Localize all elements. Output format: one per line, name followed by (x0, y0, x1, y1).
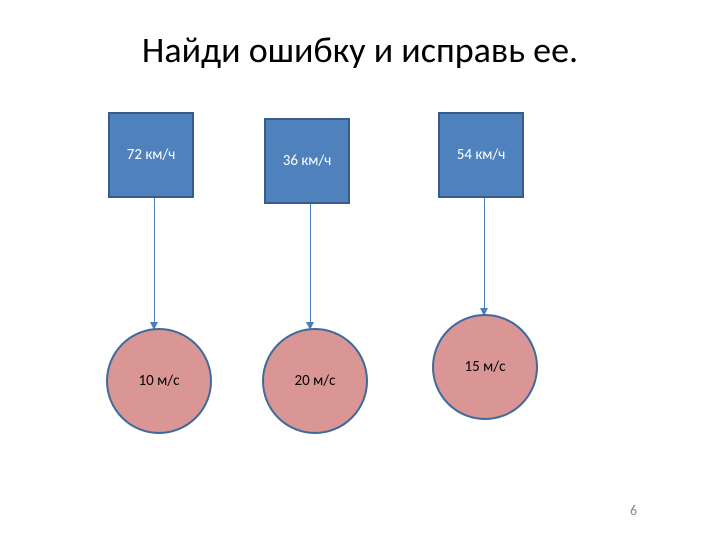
source-box-2-label: 36 км/ч (283, 152, 332, 170)
arrow-1 (154, 198, 155, 322)
source-box-1-label: 72 км/ч (127, 146, 176, 164)
target-circle-3: 15 м/с (432, 314, 538, 420)
source-box-3: 54 км/ч (438, 112, 524, 198)
target-circle-2-label: 20 м/с (295, 372, 336, 390)
target-circle-2: 20 м/с (262, 328, 368, 434)
target-circle-1: 10 м/с (106, 328, 212, 434)
target-circle-1-label: 10 м/с (139, 372, 180, 390)
page-number: 6 (630, 502, 637, 519)
arrow-2 (310, 204, 311, 322)
source-box-2: 36 км/ч (264, 118, 350, 204)
target-circle-3-label: 15 м/с (465, 358, 506, 376)
slide-title: Найди ошибку и исправь ее. (0, 28, 720, 72)
source-box-3-label: 54 км/ч (457, 146, 506, 164)
arrow-3 (484, 198, 485, 308)
source-box-1: 72 км/ч (108, 112, 194, 198)
